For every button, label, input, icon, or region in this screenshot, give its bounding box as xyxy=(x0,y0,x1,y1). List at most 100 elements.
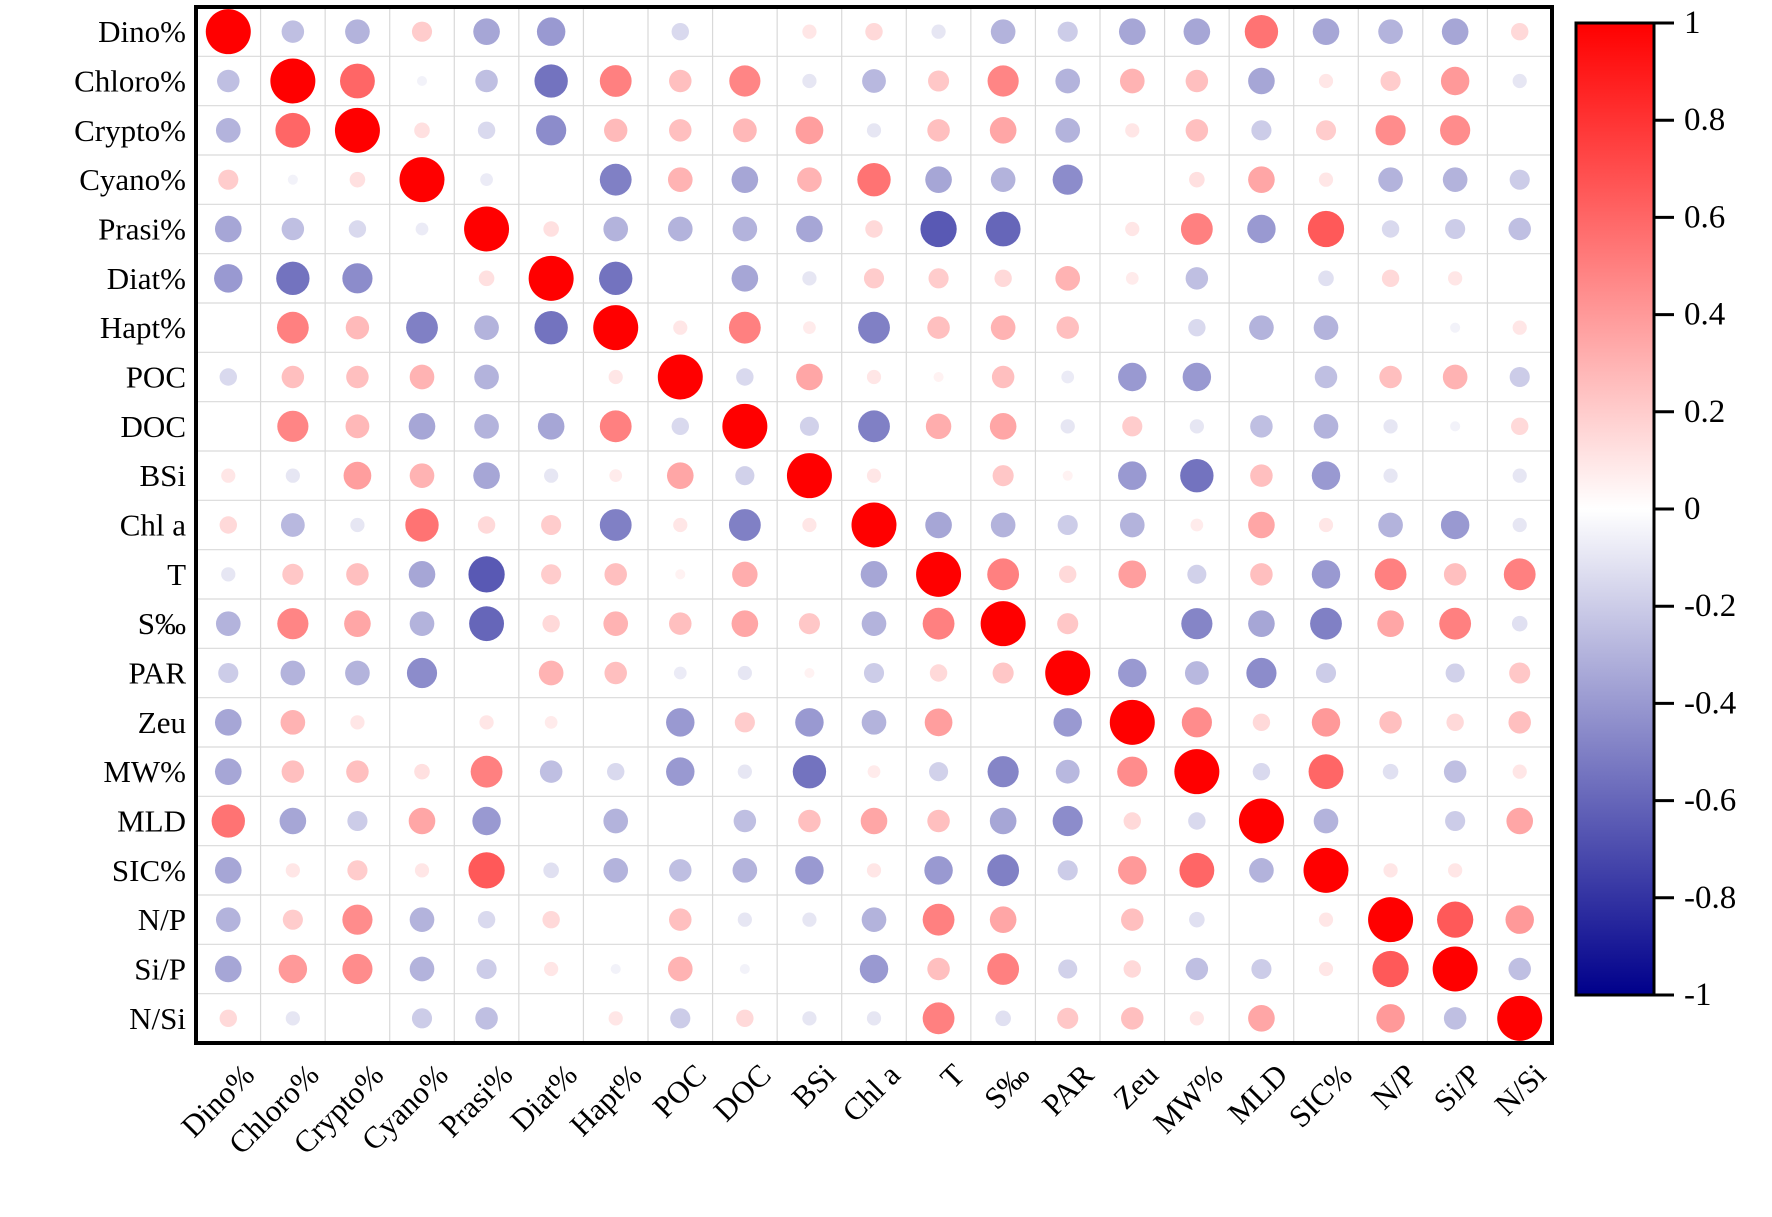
matrix-cell-Prasi%-x-Hapt% xyxy=(603,216,629,242)
matrix-cell-S‰-x-N/Si xyxy=(1511,615,1528,632)
matrix-cell-Chl a-x-Cyano% xyxy=(405,508,439,542)
colorbar-gradient xyxy=(1576,23,1654,995)
matrix-cell-Cyano%-x-N/P xyxy=(1378,167,1403,192)
matrix-cell-BSi-x-Prasi% xyxy=(473,462,500,489)
col-label-Chl a: Chl a xyxy=(835,1057,907,1129)
matrix-cell-Crypto%-x-Chloro% xyxy=(275,112,311,148)
matrix-cell-Crypto%-x-Dino% xyxy=(215,118,241,143)
matrix-cell-Cyano%-x-DOC xyxy=(731,166,759,193)
matrix-cell-Chloro%-x-N/P xyxy=(1380,70,1401,92)
row-label-BSi: BSi xyxy=(139,458,186,493)
matrix-cell-T-x-N/P xyxy=(1374,558,1407,591)
matrix-cell-N/Si-x-Chl a xyxy=(866,1011,882,1026)
matrix-cell-S‰-x-MW% xyxy=(1181,608,1213,640)
matrix-cell-MLD-x-Prasi% xyxy=(472,806,501,836)
matrix-cell-N/Si-x-POC xyxy=(670,1008,691,1029)
matrix-cell-Chloro%-x-Crypto% xyxy=(340,63,375,99)
matrix-cell-T-x-MLD xyxy=(1250,563,1273,586)
matrix-cell-Si/P-x-Chloro% xyxy=(278,954,308,984)
matrix-cell-Prasi%-x-Chl a xyxy=(865,220,883,238)
matrix-cell-POC-x-BSi xyxy=(796,363,823,391)
matrix-cell-SIC%-x-PAR xyxy=(1057,860,1078,881)
matrix-cell-S‰-x-N/P xyxy=(1377,610,1404,637)
matrix-cell-Hapt%-x-T xyxy=(927,316,950,339)
matrix-cell-BSi-x-MLD xyxy=(1250,464,1273,487)
matrix-cell-BSi-x-Chloro% xyxy=(285,468,300,483)
matrix-cell-Dino%-x-POC xyxy=(671,22,689,41)
matrix-cell-MW%-x-Chloro% xyxy=(281,760,305,783)
matrix-cell-Hapt%-x-Prasi% xyxy=(474,315,499,340)
matrix-cell-Chloro%-x-Hapt% xyxy=(599,65,632,97)
matrix-cell-Cyano%-x-MLD xyxy=(1248,166,1275,193)
col-label-MW%: MW% xyxy=(1146,1057,1229,1140)
matrix-cell-Chloro%-x-S‰ xyxy=(987,65,1019,97)
matrix-cell-PAR-x-Chl a xyxy=(863,662,885,684)
row-label-Chl a: Chl a xyxy=(120,508,187,543)
matrix-cell-Chloro%-x-N/Si xyxy=(1512,73,1527,89)
matrix-cell-T-x-Crypto% xyxy=(346,563,369,586)
matrix-cell-PAR-x-DOC xyxy=(737,665,752,681)
matrix-cell-Hapt%-x-Chl a xyxy=(858,311,890,344)
matrix-cell-Diat%-x-Chloro% xyxy=(276,261,310,296)
matrix-cell-Zeu-x-Diat% xyxy=(544,715,558,729)
matrix-cell-POC-x-Zeu xyxy=(1118,362,1147,392)
matrix-cell-DOC-x-DOC xyxy=(722,403,768,449)
col-label-DOC: DOC xyxy=(707,1057,778,1128)
matrix-cell-POC-x-SIC% xyxy=(1314,365,1338,389)
colorbar-tick-label-1: 1 xyxy=(1684,5,1701,41)
matrix-cell-SIC%-x-Chl a xyxy=(866,863,882,878)
matrix-cell-Prasi%-x-DOC xyxy=(732,216,758,242)
matrix-cell-POC-x-S‰ xyxy=(991,365,1015,389)
matrix-cell-Chl a-x-PAR xyxy=(1057,514,1078,536)
matrix-cell-N/Si-x-Si/P xyxy=(1443,1007,1467,1030)
matrix-cell-MLD-x-Si/P xyxy=(1445,810,1466,832)
matrix-cell-Chl a-x-N/P xyxy=(1378,512,1403,538)
matrix-cell-Chl a-x-MW% xyxy=(1190,518,1204,532)
matrix-cell-MW%-x-Zeu xyxy=(1117,756,1148,787)
matrix-cell-Crypto%-x-Prasi% xyxy=(477,121,496,140)
matrix-cell-N/Si-x-Dino% xyxy=(219,1009,237,1028)
matrix-cell-S‰-x-S‰ xyxy=(980,601,1026,647)
matrix-cell-Dino%-x-MW% xyxy=(1183,18,1211,45)
matrix-cell-Dino%-x-PAR xyxy=(1057,21,1078,42)
matrix-cell-MLD-x-Chloro% xyxy=(279,807,307,835)
matrix-cell-T-x-Diat% xyxy=(541,564,562,585)
matrix-cell-Dino%-x-Chl a xyxy=(865,22,883,41)
col-label-N/Si: N/Si xyxy=(1488,1057,1553,1122)
matrix-cell-Hapt%-x-SIC% xyxy=(1313,315,1339,340)
matrix-cell-MW%-x-PAR xyxy=(1055,759,1080,784)
matrix-cell-Diat%-x-S‰ xyxy=(994,269,1012,288)
matrix-cell-POC-x-Hapt% xyxy=(608,369,623,385)
matrix-cell-Chloro%-x-Prasi% xyxy=(475,69,498,93)
matrix-cell-N/Si-x-MLD xyxy=(1248,1005,1275,1032)
matrix-cell-Diat%-x-Si/P xyxy=(1448,271,1463,286)
matrix-cell-S‰-x-Chloro% xyxy=(277,608,309,640)
matrix-cell-Cyano%-x-MW% xyxy=(1189,171,1205,188)
row-label-MW%: MW% xyxy=(103,754,186,789)
matrix-cell-PAR-x-Hapt% xyxy=(604,661,627,685)
matrix-cell-S‰-x-MLD xyxy=(1248,610,1275,637)
matrix-cell-T-x-Chl a xyxy=(860,561,888,588)
matrix-cell-SIC%-x-Si/P xyxy=(1448,863,1463,878)
matrix-cell-Zeu-x-Si/P xyxy=(1446,713,1464,732)
matrix-cell-POC-x-Crypto% xyxy=(346,365,369,389)
matrix-cell-T-x-DOC xyxy=(732,561,758,588)
matrix-cell-Chloro%-x-Zeu xyxy=(1119,68,1145,94)
matrix-cell-MLD-x-MLD xyxy=(1238,798,1284,844)
matrix-cell-Diat%-x-Hapt% xyxy=(599,261,633,296)
matrix-cell-Cyano%-x-Si/P xyxy=(1442,167,1468,192)
matrix-cell-Dino%-x-Prasi% xyxy=(473,18,500,45)
matrix-cell-Hapt%-x-Diat% xyxy=(534,310,568,345)
matrix-cell-Zeu-x-Dino% xyxy=(214,709,242,736)
matrix-cell-Si/P-x-Prasi% xyxy=(476,958,497,980)
matrix-cell-Cyano%-x-T xyxy=(925,166,952,193)
matrix-cell-Si/P-x-MW% xyxy=(1185,957,1209,981)
row-label-Zeu: Zeu xyxy=(138,705,186,740)
row-label-N/P: N/P xyxy=(138,902,186,937)
matrix-cell-Cyano%-x-POC xyxy=(667,167,693,192)
col-label-Prasi%: Prasi% xyxy=(433,1057,520,1144)
matrix-cell-Crypto%-x-T xyxy=(927,119,950,142)
matrix-cell-Chl a-x-Zeu xyxy=(1119,512,1145,538)
row-label-PAR: PAR xyxy=(129,656,187,691)
